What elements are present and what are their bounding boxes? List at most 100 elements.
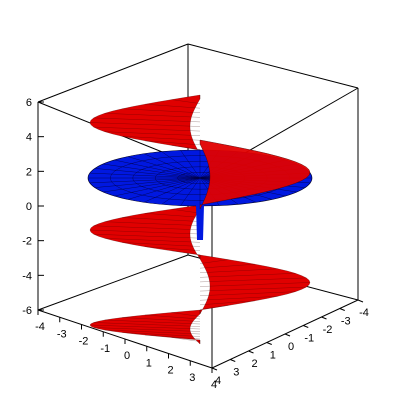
tick-label: 3 — [189, 372, 195, 384]
helicoid-mesh-line — [104, 221, 201, 226]
y-tick-mark — [303, 325, 309, 328]
helicoid-mesh-line — [171, 99, 201, 104]
disk-mesh-line — [180, 150, 201, 179]
helicoid-mesh-line — [171, 312, 201, 317]
y-tick-mark — [248, 350, 254, 354]
y-tick-mark — [230, 359, 236, 362]
disk-mesh-line — [89, 177, 201, 184]
helicoid-mesh-line — [199, 300, 256, 306]
disk-mesh-line — [102, 177, 201, 193]
tick-label: -4 — [22, 270, 32, 282]
tick-label: -2 — [79, 336, 89, 348]
disk-mesh-line — [143, 153, 201, 179]
helicoid-mesh-line — [144, 334, 201, 340]
helicoid-mesh-line — [104, 238, 201, 243]
tick-label: 4 — [26, 132, 32, 144]
helicoid-mesh-line — [199, 268, 278, 273]
tick-label: 2 — [26, 166, 32, 178]
tick-label: -3 — [57, 328, 67, 340]
tick-label: 4 — [211, 379, 217, 391]
y-tick-mark — [339, 308, 345, 311]
helicoid-mesh-line — [93, 234, 201, 239]
helicoid-mesh-line — [171, 145, 201, 150]
helicoid-mesh-line — [171, 250, 201, 256]
helicoid-mesh-line — [89, 324, 201, 330]
disk-mesh-line — [102, 163, 201, 179]
helicoid-mesh-line — [122, 108, 201, 113]
tick-label: 0 — [124, 350, 130, 362]
disk-mesh-line — [94, 177, 201, 188]
disk-mesh-line — [180, 177, 201, 206]
helicoid-mesh-line — [171, 337, 201, 342]
helicoid-mesh-line — [171, 209, 201, 214]
tick-label: 2 — [251, 358, 257, 370]
tick-label: 2 — [167, 365, 173, 377]
helicoid-mesh-line — [122, 317, 201, 322]
y-tick-mark — [284, 333, 291, 337]
box-edge — [37, 43, 189, 103]
disk-mesh-line — [127, 156, 201, 179]
tick-label: -4 — [35, 321, 45, 333]
tick-label: -4 — [359, 307, 369, 319]
helicoid-front-segment — [199, 139, 311, 210]
tick-label: 1 — [146, 357, 152, 369]
helicoid-mesh-line — [199, 296, 278, 301]
helicoid-mesh-line — [122, 242, 201, 247]
disk-mesh-line — [114, 159, 201, 179]
tick-label: -1 — [100, 343, 110, 355]
helicoid-mesh-line — [89, 122, 201, 127]
helicoid-mesh-line — [89, 229, 201, 235]
helicoid-mesh-line — [104, 319, 201, 325]
tick-label: 6 — [26, 97, 32, 109]
helicoid-mesh-line — [144, 140, 201, 146]
tick-label: -2 — [323, 324, 333, 336]
box-edge — [187, 43, 359, 89]
helicoid-mesh-line — [199, 259, 229, 264]
helicoid-mesh-line — [199, 286, 307, 292]
helicoid-mesh-line — [199, 273, 296, 278]
helicoid-mesh-line — [199, 264, 256, 269]
helicoid-mesh-line — [93, 327, 201, 332]
disk-mesh-line — [143, 177, 201, 203]
surfaces — [87, 94, 313, 345]
tick-label: -1 — [304, 333, 314, 345]
helicoid-mesh-line — [93, 126, 201, 132]
helicoid-mesh-line — [104, 131, 201, 136]
helicoid-mesh-line — [199, 282, 311, 287]
disk-mesh-line — [114, 177, 201, 197]
blue-wedge — [196, 205, 204, 240]
disk-mesh-line — [94, 168, 201, 179]
y-tick-mark — [357, 299, 364, 303]
helicoid-mesh-line — [122, 136, 201, 141]
helicoid-mesh-line — [122, 332, 201, 337]
helicoid-mesh-line — [104, 113, 201, 118]
tick-label: 0 — [288, 341, 294, 353]
helicoid-mesh-line — [199, 305, 229, 310]
disk-mesh-line — [161, 177, 201, 205]
helicoid-mesh-line — [144, 104, 201, 109]
tick-label: -6 — [22, 305, 32, 317]
tick-label: -2 — [22, 236, 32, 248]
helicoid-mesh-line — [93, 225, 201, 231]
y-tick-mark — [266, 342, 272, 345]
helicoid-mesh-line — [144, 314, 201, 320]
tick-label: 1 — [270, 350, 276, 362]
helicoid-mesh-line — [144, 213, 201, 218]
helicoid-mesh-line — [199, 291, 296, 296]
disk-mesh-line — [127, 177, 201, 200]
tick-label: 3 — [233, 367, 239, 379]
tick-label: 4 — [215, 375, 221, 387]
helicoid-mesh-line — [104, 329, 201, 335]
tick-label: -3 — [341, 316, 351, 328]
box-edge — [37, 254, 189, 311]
disk-mesh-line — [161, 151, 201, 179]
helicoid-mesh-line — [93, 322, 201, 327]
helicoid-mesh-line — [144, 246, 201, 251]
y-tick-mark — [321, 316, 327, 320]
helicoid-mesh-line — [199, 277, 307, 283]
tick-label: 0 — [26, 201, 32, 213]
helicoid-mesh-line — [93, 117, 201, 123]
disk-mesh-line — [89, 172, 201, 179]
